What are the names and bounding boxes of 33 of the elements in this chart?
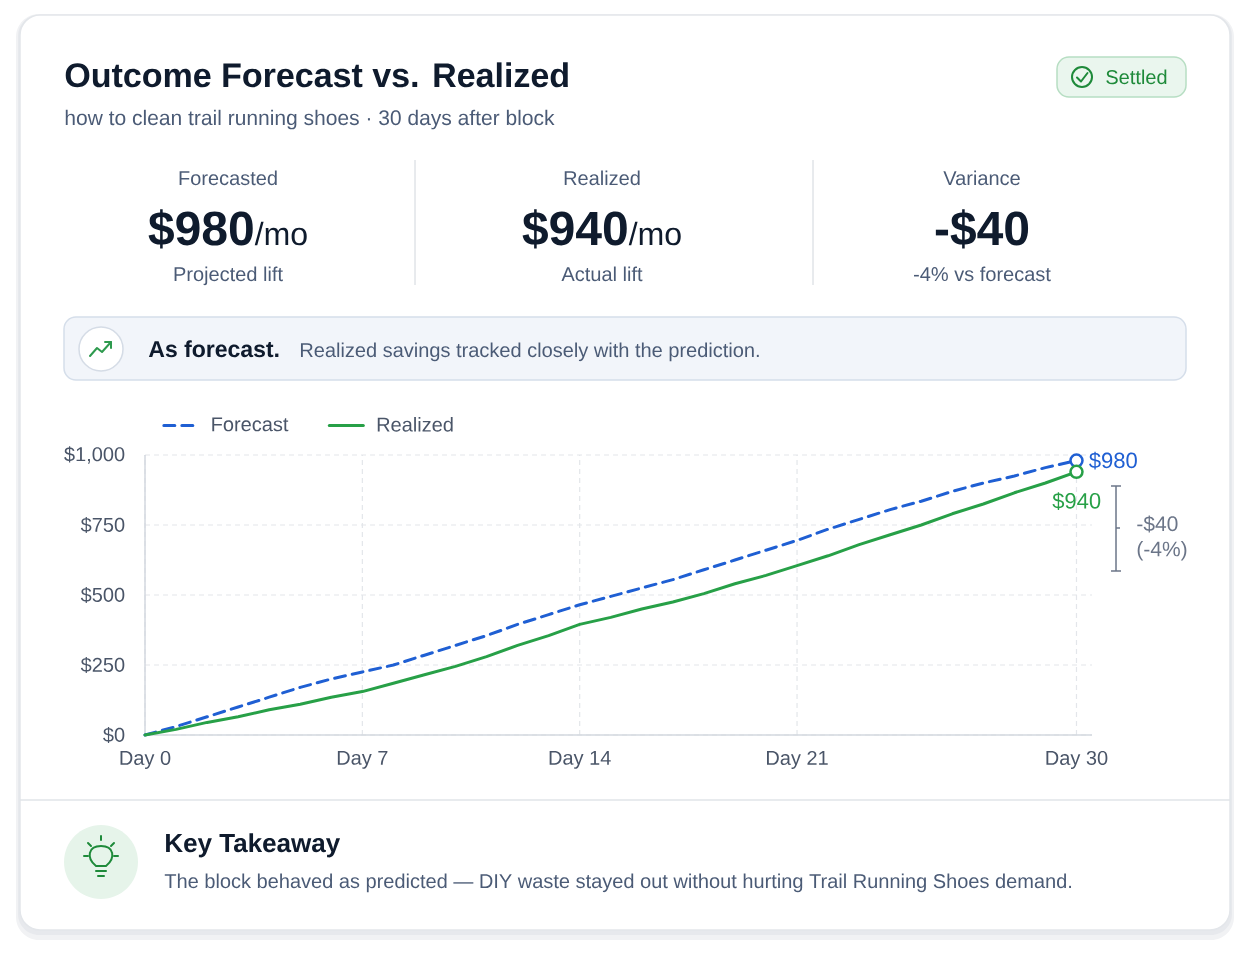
text: Forecasted xyxy=(179,170,277,186)
legend-label: Forecast xyxy=(212,417,289,432)
text: Settled xyxy=(1106,69,1167,85)
y-tick-label: $0 xyxy=(103,726,125,744)
chart-subtitle: how to clean trail running shoes · 30 days after block xyxy=(65,109,555,130)
text: -$40 xyxy=(935,209,1029,249)
y-tick-label: $500 xyxy=(80,586,125,604)
x-tick-label: Day 0 xyxy=(120,750,171,770)
text: Variance xyxy=(943,170,1020,186)
text: Key Takeaway xyxy=(166,833,341,858)
x-tick-label: Day 21 xyxy=(767,750,828,770)
text: /mo xyxy=(628,221,681,246)
text: -$40 (-4%) xyxy=(1137,515,1187,561)
text: As forecast. xyxy=(148,340,279,358)
text: The block behaved as predicted — DIY waste stayed out without hurting Trail Running Shoes demand. xyxy=(164,873,1072,893)
y-tick-label: $1,000 xyxy=(64,446,125,464)
x-tick-label: Day 30 xyxy=(1046,750,1108,770)
text: Realized savings tracked closely with the prediction. xyxy=(300,342,759,362)
y-tick-label: $750 xyxy=(80,516,125,534)
text: Actual lift xyxy=(561,266,643,282)
text: Projected lift xyxy=(174,266,283,286)
chart-title: Outcome Forecast vs. Realized xyxy=(65,62,568,88)
text: $940 xyxy=(522,209,627,249)
legend-label: Realized xyxy=(377,417,453,432)
text: $980 xyxy=(148,209,253,249)
data-label: $940 xyxy=(1052,492,1101,510)
text: Realized xyxy=(564,170,640,186)
x-tick-label: Day 14 xyxy=(549,750,611,769)
text: -4% vs forecast xyxy=(913,266,1051,282)
data-label: $980 xyxy=(1089,451,1137,470)
x-tick-label: Day 7 xyxy=(337,750,388,769)
y-tick-label: $250 xyxy=(80,656,125,674)
text: /mo xyxy=(254,221,307,246)
